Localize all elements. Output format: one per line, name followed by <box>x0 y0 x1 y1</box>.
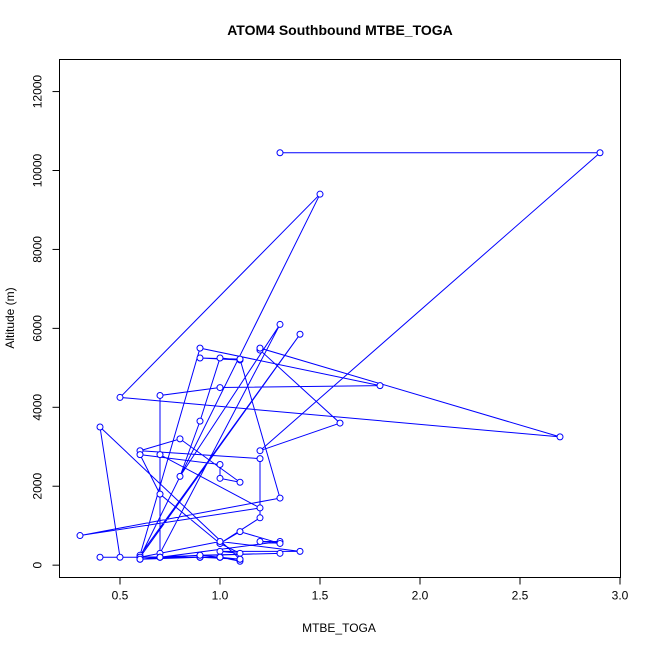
x-tick-label: 2.5 <box>512 589 529 603</box>
data-point <box>216 547 224 555</box>
x-tick-label: 2.0 <box>412 589 429 603</box>
data-point <box>156 451 164 459</box>
data-point <box>236 528 244 536</box>
y-tick-label: 2000 <box>31 473 45 500</box>
data-point <box>256 455 264 463</box>
data-point <box>196 417 204 425</box>
series-layer <box>76 149 604 565</box>
data-point <box>96 423 104 431</box>
data-point <box>236 355 244 363</box>
data-point <box>76 532 84 540</box>
data-point <box>256 344 264 352</box>
data-point <box>256 447 264 455</box>
y-axis: 0 2000 4000 6000 8000 10000 12000 <box>31 75 60 569</box>
data-point <box>216 537 224 545</box>
data-point <box>136 555 144 563</box>
data-point <box>216 354 224 362</box>
data-point <box>136 451 144 459</box>
x-tick-label: 1.0 <box>212 589 229 603</box>
data-point <box>236 555 244 563</box>
data-point <box>316 190 324 198</box>
plot-frame <box>59 59 621 578</box>
x-axis: 0.5 1.0 1.5 2.0 2.5 3.0 <box>112 577 629 603</box>
data-point <box>276 549 284 557</box>
chart-title: ATOM4 Southbound MTBE_TOGA <box>227 22 453 38</box>
x-tick-label: 1.5 <box>312 589 329 603</box>
data-point <box>216 553 224 561</box>
data-point <box>296 330 304 338</box>
data-point <box>156 553 164 561</box>
data-point <box>336 419 344 427</box>
data-point <box>196 344 204 352</box>
y-tick-label: 4000 <box>31 394 45 421</box>
data-point <box>116 393 124 401</box>
y-tick-label: 6000 <box>31 315 45 342</box>
data-point <box>176 435 184 443</box>
y-tick-label: 0 <box>31 562 45 569</box>
y-tick-label: 8000 <box>31 236 45 263</box>
y-tick-label: 12000 <box>31 75 45 109</box>
series-line <box>79 152 602 562</box>
x-axis-label: MTBE_TOGA <box>302 621 376 635</box>
data-point <box>276 494 284 502</box>
data-point <box>196 354 204 362</box>
data-point <box>196 551 204 559</box>
data-point <box>296 547 304 555</box>
data-point <box>216 474 224 482</box>
data-point <box>116 553 124 561</box>
data-point <box>276 539 284 547</box>
data-point <box>216 461 224 469</box>
x-tick-label: 3.0 <box>612 589 629 603</box>
data-point <box>256 514 264 522</box>
y-tick-label: 10000 <box>31 153 45 187</box>
data-point <box>376 382 384 390</box>
data-point <box>96 553 104 561</box>
data-point <box>176 472 184 480</box>
data-point <box>556 433 564 441</box>
y-axis-label: Altitude (m) <box>3 287 17 348</box>
data-point <box>276 320 284 328</box>
data-point <box>596 149 604 157</box>
data-point <box>236 549 244 557</box>
data-point <box>216 384 224 392</box>
data-point <box>156 490 164 498</box>
data-point <box>256 504 264 512</box>
data-point <box>256 537 264 545</box>
data-point <box>236 478 244 486</box>
data-point <box>276 149 284 157</box>
data-point <box>156 391 164 399</box>
x-tick-label: 0.5 <box>112 589 129 603</box>
